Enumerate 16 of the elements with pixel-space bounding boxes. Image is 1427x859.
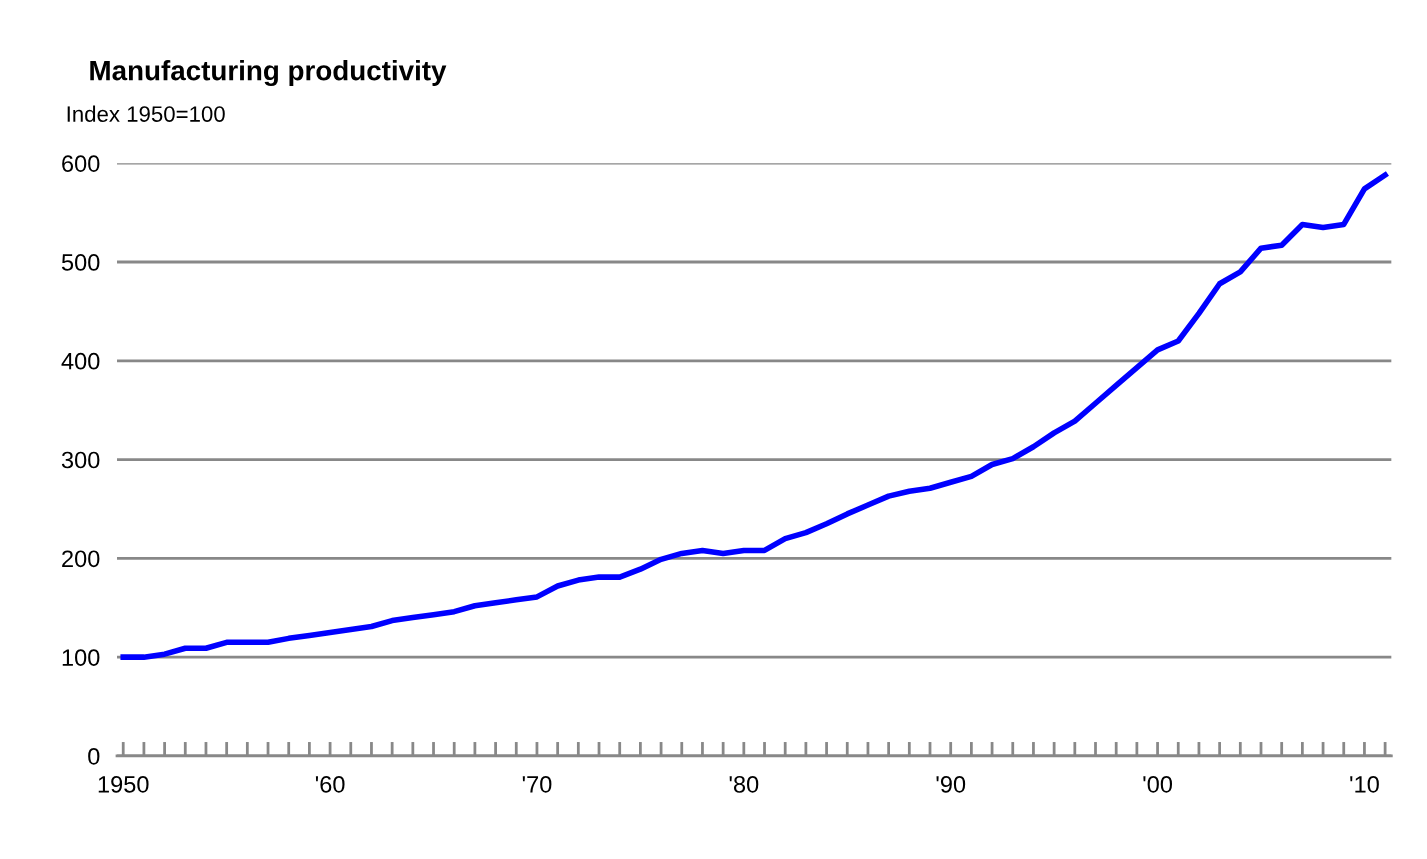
x-tick-label: '80	[729, 775, 759, 793]
x-tick-label: '70	[522, 775, 552, 793]
y-axis-title: Index 1950=100	[67, 105, 225, 122]
y-tick-label: 100	[62, 649, 100, 666]
y-tick-label: 200	[62, 550, 100, 568]
x-tick-label: '90	[936, 775, 966, 793]
y-tick-label: 400	[61, 352, 100, 370]
y-tick-label: 600	[62, 155, 100, 172]
x-tick-label: '00	[1143, 775, 1173, 793]
y-tick-label: 300	[61, 451, 100, 469]
chart-title: Manufacturing productivity	[90, 60, 447, 87]
x-tick-label: '60	[315, 775, 345, 793]
y-tick-label: 500	[61, 254, 100, 271]
x-tick-label: 1950	[98, 775, 149, 793]
y-tick-label: 0	[88, 747, 100, 765]
x-tick-label: '10	[1350, 775, 1379, 793]
